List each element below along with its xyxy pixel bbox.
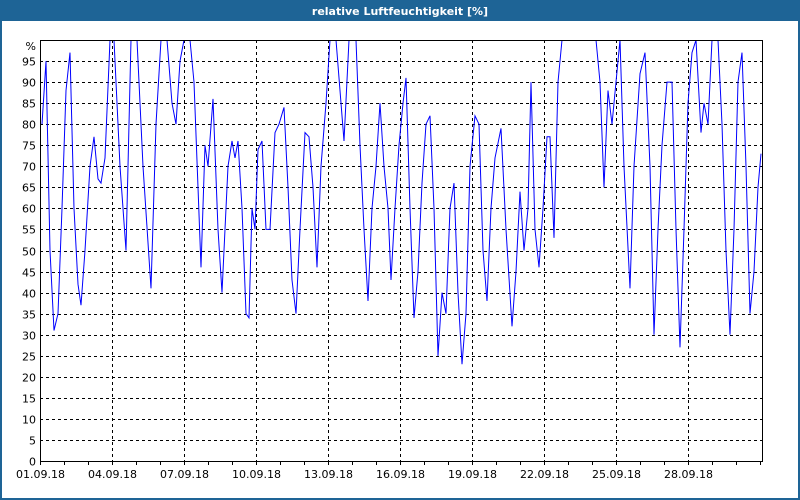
y-tick-label: 65 xyxy=(22,182,36,195)
plot-frame xyxy=(40,40,763,462)
y-tick-label: 45 xyxy=(22,267,36,280)
x-tick-label: 01.09.18 xyxy=(16,468,65,481)
y-tick-label: 75 xyxy=(22,140,36,153)
x-tick-label: 10.09.18 xyxy=(232,468,281,481)
y-tick-label: 50 xyxy=(22,246,36,259)
x-tick-label: 22.09.18 xyxy=(520,468,569,481)
y-tick-label: 60 xyxy=(22,203,36,216)
y-tick-label: 5 xyxy=(29,435,36,448)
x-tick-label: 28.09.18 xyxy=(664,468,713,481)
x-tick-label: 19.09.18 xyxy=(448,468,497,481)
x-tick-label: 13.09.18 xyxy=(304,468,353,481)
y-tick-label: 10 xyxy=(22,414,36,427)
y-tick-label: 0 xyxy=(29,456,36,469)
y-tick-label: 25 xyxy=(22,351,36,364)
y-axis-unit: % xyxy=(26,40,36,53)
y-tick-label: 55 xyxy=(22,224,36,237)
y-tick-label: 95 xyxy=(22,56,36,69)
window-title: relative Luftfeuchtigkeit [%] xyxy=(2,2,798,21)
y-tick-label: 15 xyxy=(22,393,36,406)
y-tick-label: 90 xyxy=(22,77,36,90)
x-tick-label: 16.09.18 xyxy=(376,468,425,481)
y-tick-label: 20 xyxy=(22,372,36,385)
y-tick-label: 30 xyxy=(22,330,36,343)
humidity-series-line xyxy=(41,40,762,365)
y-tick-label: 35 xyxy=(22,309,36,322)
x-tick-label: 07.09.18 xyxy=(160,468,209,481)
y-tick-label: 80 xyxy=(22,119,36,132)
y-tick-label: 70 xyxy=(22,161,36,174)
y-tick-label: 40 xyxy=(22,288,36,301)
y-tick-label: 85 xyxy=(22,98,36,111)
x-tick-label: 25.09.18 xyxy=(592,468,641,481)
x-tick-label: 04.09.18 xyxy=(88,468,137,481)
